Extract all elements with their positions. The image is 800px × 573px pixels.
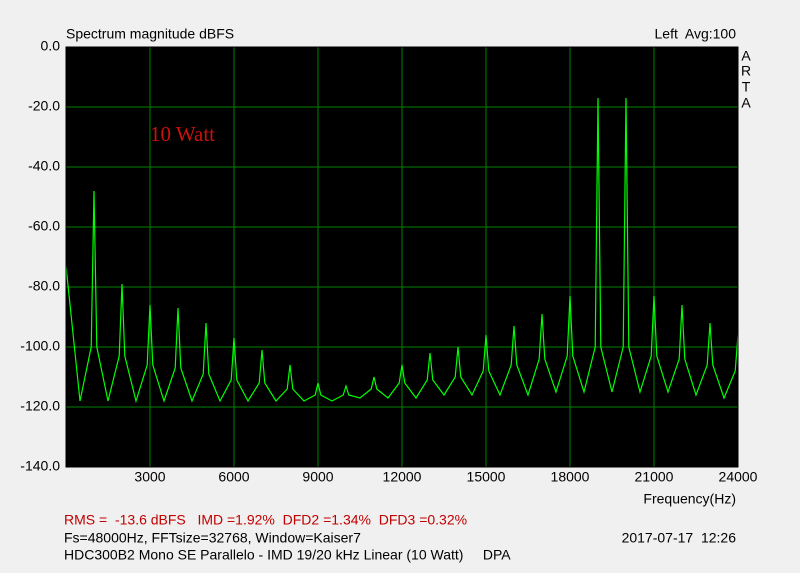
x-tick-label: 12000 [383,469,422,485]
y-tick-label: -120.0 [20,398,60,414]
chart-title: Spectrum magnitude dBFS [66,26,234,42]
description: HDC300B2 Mono SE Parallelo - IMD 19/20 k… [64,547,511,563]
annotation: 10 Watt [150,122,215,146]
x-tick-label: 3000 [134,469,165,485]
brand-letter: A [741,48,751,64]
y-tick-label: -40.0 [28,158,60,174]
settings: Fs=48000Hz, FFTsize=32768, Window=Kaiser… [64,530,361,546]
x-axis-label: Frequency(Hz) [643,491,736,507]
y-tick-label: -20.0 [28,98,60,114]
y-tick-label: 0.0 [41,38,61,54]
plot-border [65,46,739,468]
x-tick-label: 9000 [302,469,333,485]
spectrum-line [65,97,739,404]
x-tick-label: 6000 [218,469,249,485]
x-tick-label: 24000 [719,469,758,485]
x-tick-label: 15000 [467,469,506,485]
x-tick-label: 18000 [551,469,590,485]
y-tick-label: -100.0 [20,338,60,354]
channel-info: Left Avg:100 [655,26,737,42]
brand-letter: A [741,95,751,111]
y-tick-label: -60.0 [28,218,60,234]
y-tick-label: -140.0 [20,458,60,474]
timestamp: 2017-07-17 12:26 [622,530,737,546]
brand-letter: R [741,63,751,79]
y-tick-label: -80.0 [28,278,60,294]
brand-letter: T [742,79,751,95]
metrics: RMS = -13.6 dBFS IMD =1.92% DFD2 =1.34% … [64,512,467,528]
x-tick-label: 21000 [635,469,674,485]
